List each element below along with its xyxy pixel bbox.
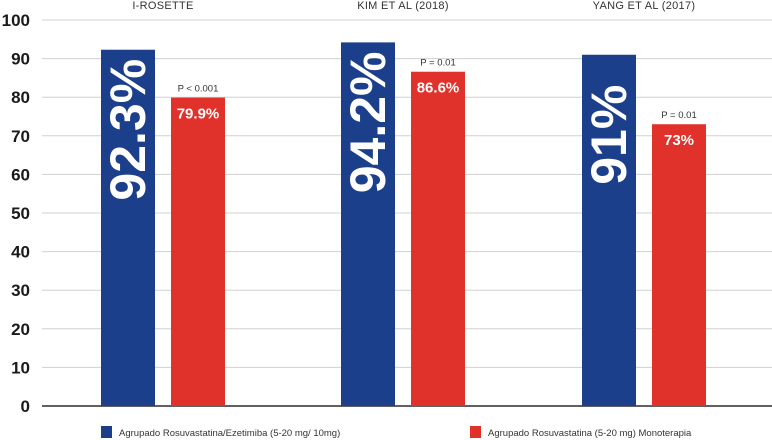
p-value-label: P = 0.01 (661, 110, 696, 121)
p-value-label: P = 0.01 (420, 58, 455, 69)
bar-combination (341, 42, 395, 406)
category-labels: I-ROSETTE KIM ET AL (2018) YANG ET AL (201… (132, 0, 695, 12)
bar-monotherapy (411, 71, 465, 406)
y-tick-label: 10 (11, 358, 30, 377)
category-label: YANG ET AL (2017) (593, 0, 696, 12)
legend-label-blue: Agrupado Rosuvastatina/Ezetimiba (5-20 m… (119, 428, 340, 439)
bar-value-label-red: 73% (664, 132, 694, 149)
y-tick-label: 0 (21, 397, 30, 416)
category-label: KIM ET AL (2018) (357, 0, 449, 12)
bar-value-label-blue: 91% (581, 85, 637, 185)
category-label: I-ROSETTE (132, 0, 193, 12)
bars (101, 42, 706, 407)
y-tick-label: 70 (11, 127, 30, 146)
y-tick-label: 60 (11, 165, 30, 184)
y-tick-label: 30 (11, 281, 30, 300)
bar-combination (101, 49, 155, 407)
bar-value-label-blue: 94.2% (340, 51, 396, 193)
legend: Agrupado Rosuvastatina/Ezetimiba (5-20 m… (101, 426, 692, 439)
bar-combination (582, 54, 636, 407)
y-tick-label: 100 (2, 11, 30, 30)
y-tick-label: 20 (11, 320, 30, 339)
bar-value-label-red: 79.9% (177, 106, 220, 123)
y-tick-label: 40 (11, 243, 30, 262)
y-tick-label: 50 (11, 204, 30, 223)
bar-value-label-red: 86.6% (417, 80, 460, 97)
legend-label-red: Agrupado Rosuvastatina (5-20 mg) Monoter… (488, 428, 692, 439)
bar-monotherapy (652, 124, 706, 406)
bar-value-label-blue: 92.3% (100, 59, 156, 201)
y-tick-label: 80 (11, 88, 30, 107)
gridlines (42, 19, 772, 407)
y-tick-label: 90 (11, 50, 30, 69)
data-labels: 92.3% 79.9% P < 0.001 94.2% 86.6% P = 0.01 91%… (100, 51, 697, 200)
legend-swatch-blue (101, 426, 112, 438)
bar-monotherapy (171, 97, 225, 406)
p-value-label: P < 0.001 (178, 84, 219, 95)
y-axis-tick-labels: 0 10 20 30 40 50 60 70 80 90 100 (2, 11, 30, 416)
legend-swatch-red (470, 426, 481, 438)
